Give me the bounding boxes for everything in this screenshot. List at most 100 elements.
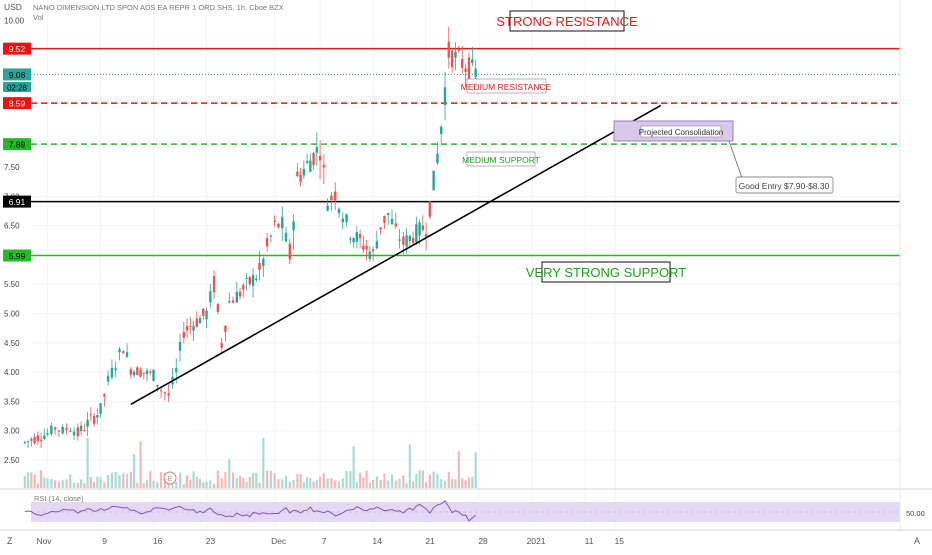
very-strong-support-badge xyxy=(3,249,31,262)
candle-body xyxy=(125,352,129,357)
price-tick: 5.50 xyxy=(4,280,20,289)
candle-body xyxy=(106,375,110,382)
price-tick: 7.50 xyxy=(4,163,20,172)
time-axis[interactable]: Nov 9 16 23 Dec 7 14 21 28 2021 11 15 xyxy=(36,536,624,546)
candle-body xyxy=(330,195,333,201)
projected-consolidation-text: Projected Consolidation xyxy=(639,128,724,137)
candle-body xyxy=(365,246,368,250)
volume-bar xyxy=(110,472,114,488)
volume-bar xyxy=(315,479,318,488)
candle-body xyxy=(182,332,186,338)
volume-bar xyxy=(238,475,242,488)
candle-body xyxy=(415,224,418,243)
candle-body xyxy=(273,220,276,222)
volume-bar xyxy=(139,441,142,488)
candle-body xyxy=(69,430,72,432)
volume-bar xyxy=(136,482,139,488)
auto-scale-icon[interactable]: A xyxy=(914,536,920,546)
rsi-line xyxy=(24,500,477,522)
candle-body xyxy=(383,215,386,223)
volume-bar xyxy=(269,470,272,488)
grid xyxy=(31,0,900,530)
volume-bar xyxy=(114,471,117,488)
candle-body xyxy=(110,367,114,378)
candle-body xyxy=(132,371,136,376)
volume-bar xyxy=(415,473,418,488)
candle-body xyxy=(92,416,96,424)
candle-body xyxy=(269,235,273,237)
candle-body xyxy=(447,41,450,58)
volume-bar xyxy=(299,473,302,488)
volume-bar xyxy=(205,481,208,488)
candle-body xyxy=(129,369,133,375)
candle-body xyxy=(457,49,461,51)
candle-body xyxy=(216,304,220,312)
volume-bar xyxy=(326,478,329,488)
medium-support-annotation[interactable]: MEDIUM SUPPORT xyxy=(462,151,540,167)
candle-body xyxy=(231,300,235,303)
candle-body xyxy=(65,428,68,431)
volume-bar xyxy=(255,472,258,488)
volume-bar xyxy=(245,481,248,488)
candle-body xyxy=(228,301,231,303)
volume-bar xyxy=(355,482,358,488)
volume-bar xyxy=(27,472,30,488)
countdown-badge xyxy=(3,82,31,92)
volume-bar xyxy=(258,482,261,488)
candle-body xyxy=(337,208,341,214)
volume-bar xyxy=(421,470,424,488)
timezone-icon[interactable]: Z xyxy=(7,536,13,546)
candle-body xyxy=(309,160,312,172)
volume-bar xyxy=(454,479,457,488)
volume-bar xyxy=(30,472,33,488)
good-entry-callout[interactable]: Good Entry $7.90-$8.30 xyxy=(735,176,834,194)
candle-body xyxy=(118,349,121,353)
candle-body xyxy=(212,276,216,293)
volume-bar xyxy=(424,482,428,488)
volume-bar xyxy=(213,483,216,488)
candle-body xyxy=(461,58,464,69)
volume-bar xyxy=(284,476,288,488)
volume-bar xyxy=(474,451,477,488)
volume-bar xyxy=(69,474,72,488)
volume-bar xyxy=(76,482,79,488)
strong-resistance-badge xyxy=(3,42,31,55)
medium-resistance-annotation[interactable]: MEDIUM RESISTANCE xyxy=(461,78,552,94)
volume-bar xyxy=(371,479,375,488)
volume-bar xyxy=(125,473,129,488)
volume-bar xyxy=(182,483,185,488)
candle-body xyxy=(163,392,167,394)
volume-bar xyxy=(411,481,415,488)
candle-body xyxy=(198,318,202,324)
price-tick: 3.00 xyxy=(4,427,20,436)
level-lines xyxy=(31,47,900,257)
very-strong-support-annotation[interactable]: VERY STRONG SUPPORT xyxy=(526,261,686,283)
candle-body xyxy=(235,291,239,303)
candle-body xyxy=(224,325,227,332)
candle-body xyxy=(86,419,89,427)
symbol-title[interactable]: NANO DIMENSION LTD SPON ADS EA REPR 1 OR… xyxy=(33,3,284,12)
volume-bar xyxy=(365,470,368,488)
candle-body xyxy=(394,223,397,227)
candle-body xyxy=(122,351,125,354)
volume-bar xyxy=(302,482,305,488)
volume-bar xyxy=(390,474,394,488)
volume-bar xyxy=(242,477,245,488)
candle-body xyxy=(202,308,205,316)
volume-bar xyxy=(288,481,291,488)
volume-bar xyxy=(345,470,348,488)
volume-bar xyxy=(248,476,251,488)
medium-support-badge-text: 7.89 xyxy=(9,140,26,150)
volume-bar xyxy=(89,476,92,488)
strong-resistance-annotation[interactable]: STRONG RESISTANCE xyxy=(496,10,638,32)
earnings-marker[interactable]: E xyxy=(163,471,177,485)
volume-bar xyxy=(96,476,99,488)
volume-bar xyxy=(231,472,235,488)
currency-label: USD xyxy=(4,2,22,12)
ascending-support-line[interactable] xyxy=(130,104,662,406)
strong-resistance-badge-text: 9.52 xyxy=(9,44,26,54)
volume-bar xyxy=(322,473,325,488)
projected-consolidation-box[interactable]: Projected Consolidation xyxy=(613,120,734,142)
